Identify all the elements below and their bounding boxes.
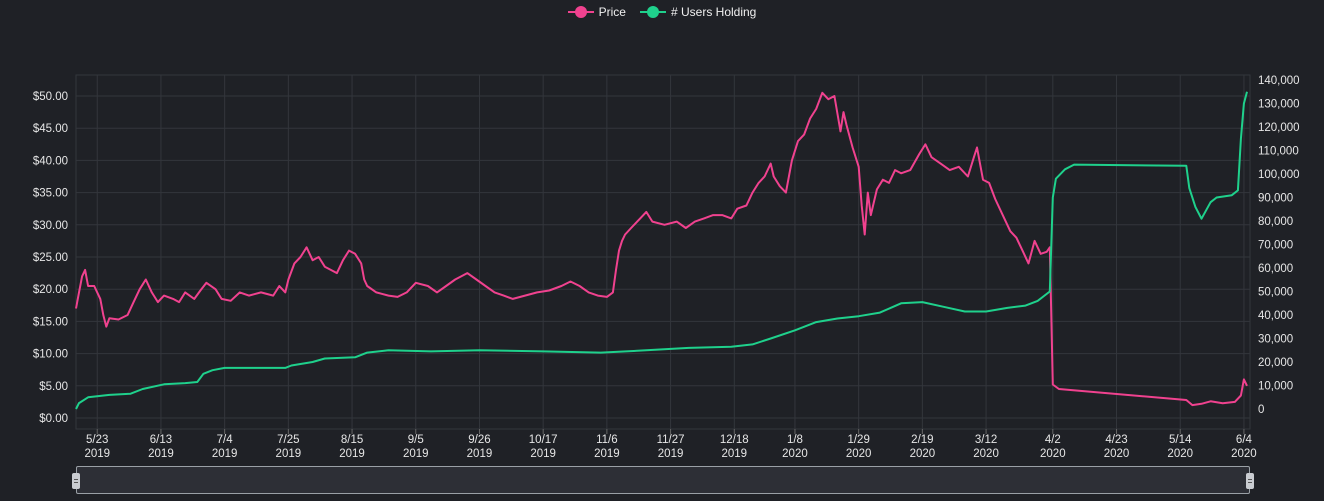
right-axis-tick-label: 140,000	[1258, 75, 1300, 87]
price-legend-icon	[567, 6, 594, 18]
left-axis-tick-label: $30.00	[33, 220, 68, 232]
x-axis-tick-label: 2/19	[911, 434, 933, 446]
left-axis-tick-label: $15.00	[33, 316, 68, 328]
users-series-line[interactable]	[75, 91, 1248, 410]
zoom-end-handle[interactable]	[1246, 473, 1254, 489]
x-axis-tick-label: 12/18	[720, 434, 749, 446]
x-axis-year-label: 2019	[148, 448, 174, 460]
x-axis-year-label: 2020	[1167, 448, 1193, 460]
left-axis-tick-label: $50.00	[33, 91, 68, 103]
legend-item-price[interactable]: Price	[567, 5, 626, 19]
x-axis-year-label: 2019	[84, 448, 110, 460]
zoom-start-handle[interactable]	[72, 473, 80, 489]
x-axis-year-label: 2019	[212, 448, 238, 460]
x-axis-year-label: 2020	[910, 448, 936, 460]
x-axis-tick-label: 7/25	[277, 434, 299, 446]
x-axis-year-label: 2019	[276, 448, 302, 460]
x-axis-tick-label: 5/14	[1169, 434, 1192, 446]
right-axis-tick-label: 40,000	[1258, 310, 1293, 322]
left-axis-tick-label: $45.00	[33, 123, 68, 135]
right-axis-tick-label: 0	[1258, 404, 1264, 416]
left-axis-tick-label: $5.00	[39, 381, 68, 393]
x-axis-tick-label: 3/12	[975, 434, 997, 446]
series-lines	[75, 91, 1248, 410]
x-axis-tick-label: 4/2	[1045, 434, 1061, 446]
right-axis-tick-label: 50,000	[1258, 287, 1293, 299]
x-axis-tick-label: 11/6	[596, 434, 618, 446]
x-axis-year-label: 2019	[530, 448, 556, 460]
left-axis-tick-label: $10.00	[33, 349, 68, 361]
x-axis-year-label: 2019	[403, 448, 429, 460]
right-axis-tick-label: 80,000	[1258, 216, 1293, 228]
legend-item-users[interactable]: # Users Holding	[639, 5, 757, 19]
right-axis-tick-label: 30,000	[1258, 334, 1293, 346]
price-series-line[interactable]	[75, 91, 1248, 407]
right-axis-tick-label: 130,000	[1258, 99, 1300, 111]
right-axis-tick-label: 90,000	[1258, 193, 1293, 205]
legend: Price # Users Holding	[0, 3, 1324, 21]
x-axis-tick-label: 6/4	[1236, 434, 1253, 446]
x-axis-tick-label: 4/23	[1105, 434, 1127, 446]
right-axis-ticks: 0 10,000 20,000 30,000 40,000 50,000 60,000 70,…	[1258, 75, 1300, 416]
left-axis-tick-label: $0.00	[39, 413, 68, 425]
right-axis-tick-label: 110,000	[1258, 146, 1299, 158]
x-axis-tick-label: 6/13	[150, 434, 172, 446]
zoom-slider[interactable]	[72, 466, 1254, 494]
right-axis-tick-label: 70,000	[1258, 240, 1293, 252]
x-axis-year-label: 2019	[721, 448, 747, 460]
x-axis-tick-label: 7/4	[217, 434, 234, 446]
users-legend-icon	[639, 6, 666, 18]
legend-price-label: Price	[598, 5, 626, 19]
x-axis-tick-label: 11/27	[657, 434, 685, 446]
x-axis-tick-label: 10/17	[529, 434, 558, 446]
left-axis-tick-label: $25.00	[33, 252, 68, 264]
plot-frame	[75, 74, 1251, 430]
left-axis-tick-label: $20.00	[33, 284, 68, 296]
left-axis-tick-label: $35.00	[33, 188, 68, 200]
x-axis-tick-label: 8/15	[341, 434, 363, 446]
x-axis-year-label: 2019	[467, 448, 493, 460]
x-axis-tick-label: 5/23	[86, 434, 108, 446]
right-axis-tick-label: 10,000	[1258, 381, 1293, 393]
grid-lines	[75, 74, 1251, 430]
right-axis-tick-label: 20,000	[1258, 357, 1293, 369]
right-axis-tick-label: 100,000	[1258, 169, 1300, 181]
right-axis-tick-label: 60,000	[1258, 263, 1293, 275]
left-axis-tick-label: $40.00	[33, 155, 68, 167]
x-axis-year-label: 2020	[1104, 448, 1130, 460]
x-axis-tick-label: 9/5	[408, 434, 424, 446]
x-axis-tick-label: 9/26	[468, 434, 490, 446]
x-axis-tick-label: 1/8	[787, 434, 803, 446]
left-axis-ticks: $0.00 $5.00 $10.00 $15.00 $20.00 $25.00 $30.00…	[33, 91, 68, 425]
x-axis-year-label: 2020	[1231, 448, 1257, 460]
x-axis-year-label: 2019	[339, 448, 365, 460]
x-axis-year-label: 2019	[658, 448, 684, 460]
x-axis-year-label: 2019	[594, 448, 620, 460]
x-axis-year-label: 2020	[846, 448, 872, 460]
x-axis-year-label: 2020	[782, 448, 808, 460]
x-axis-year-label: 2020	[973, 448, 999, 460]
x-axis-tick-label: 1/29	[847, 434, 869, 446]
x-axis-year-label: 2020	[1040, 448, 1066, 460]
right-axis-tick-label: 120,000	[1258, 122, 1300, 134]
legend-users-label: # Users Holding	[670, 5, 757, 19]
x-axis-ticks: 5/23 2019 6/13 2019 7/4 2019 7/25 2019 8/15 2019 9…	[84, 429, 1257, 460]
